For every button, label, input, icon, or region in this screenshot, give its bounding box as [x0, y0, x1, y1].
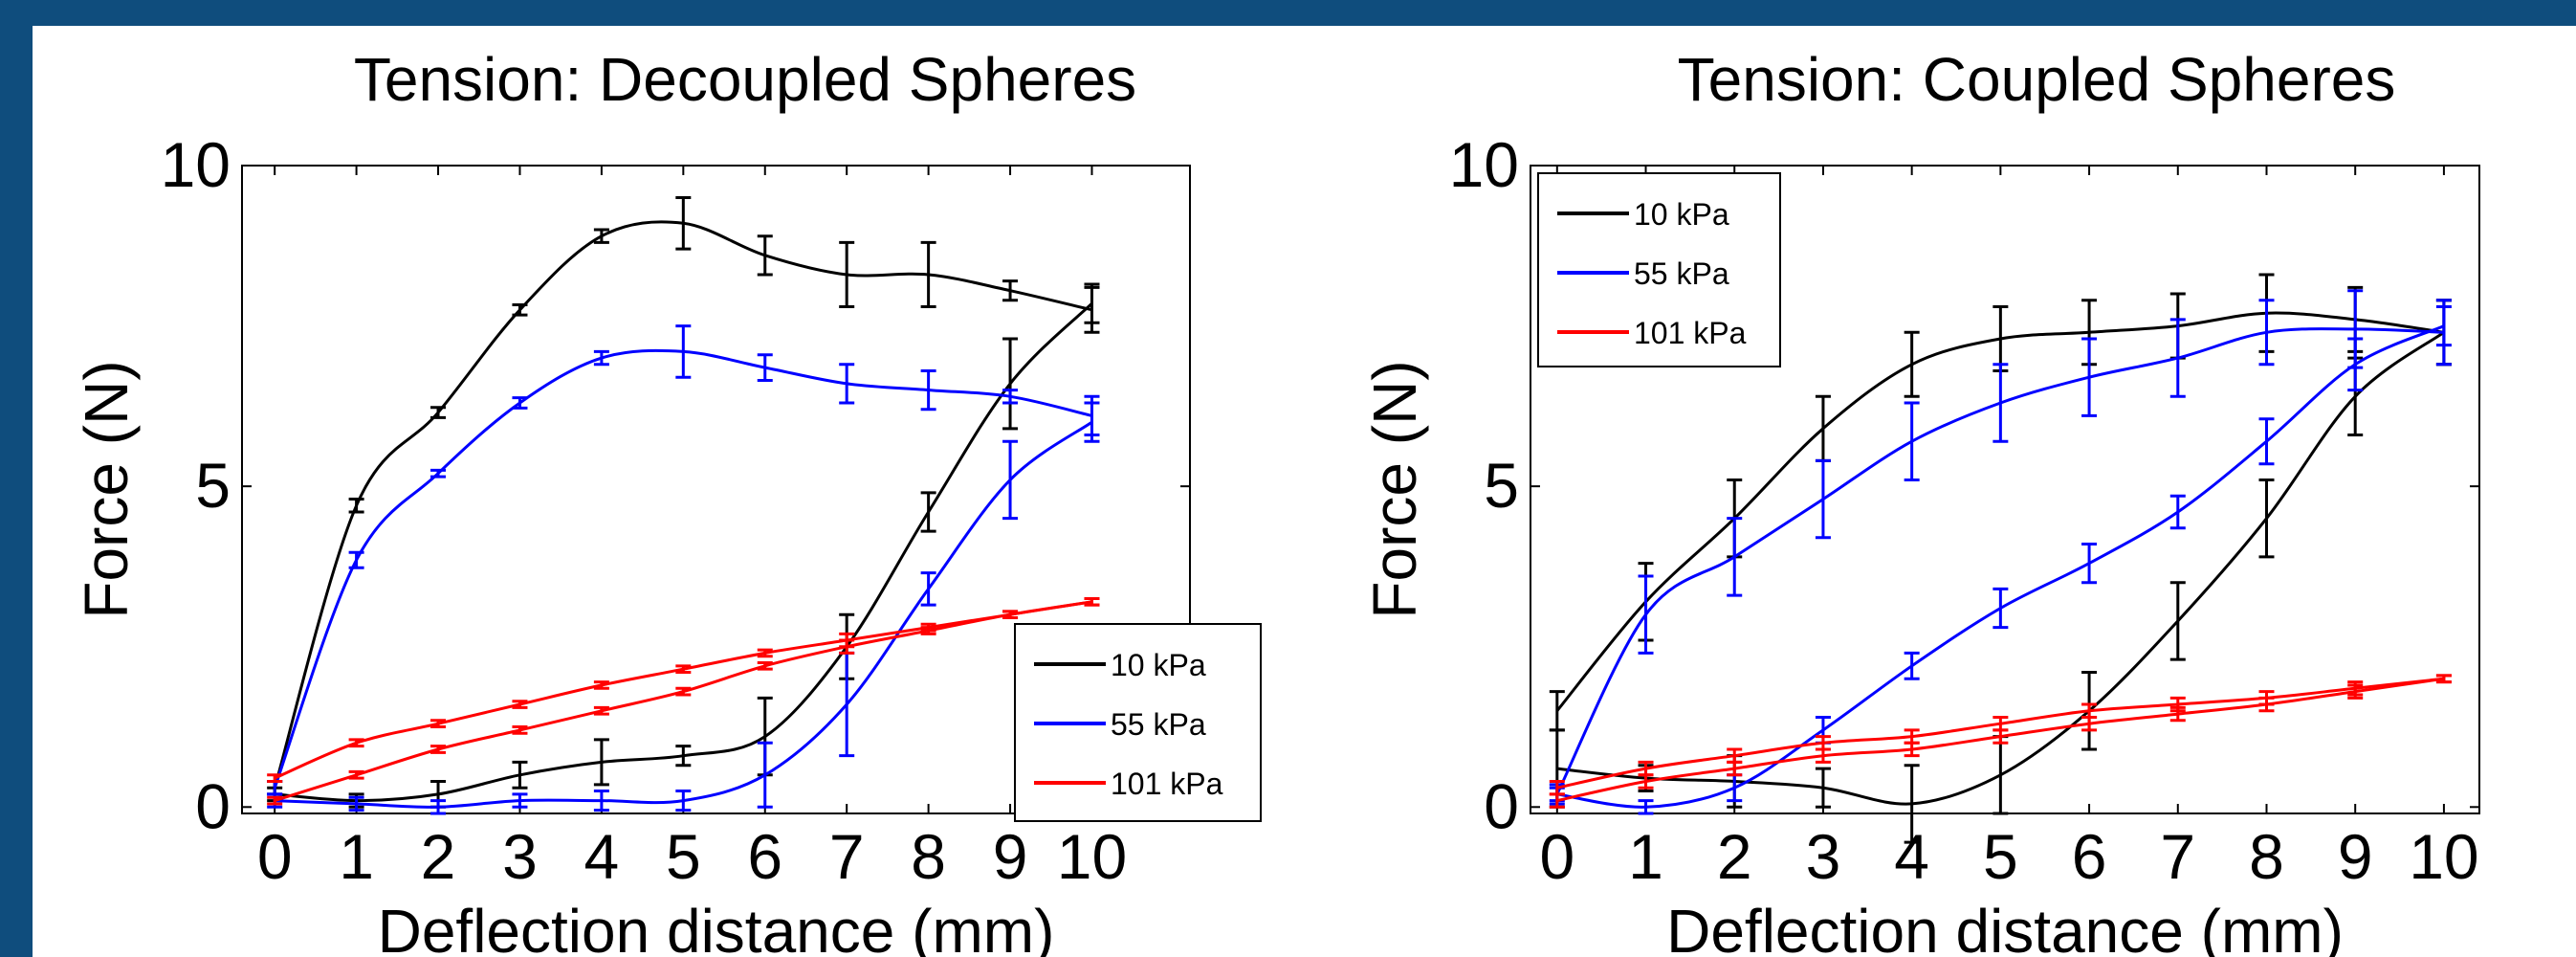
series-2 — [267, 596, 1100, 806]
x-tick-label: 5 — [666, 821, 701, 892]
legend: 10 kPa 55 kPa 101 kPa — [1014, 623, 1262, 822]
y-tick-label: 0 — [195, 770, 231, 841]
x-tick-label: 8 — [911, 821, 946, 892]
series-line-unloading — [1556, 324, 2445, 809]
x-tick-label: 5 — [1983, 821, 2018, 892]
x-axis-label: Deflection distance (mm) — [1666, 897, 2344, 957]
x-tick-label: 1 — [339, 821, 374, 892]
legend-label: 101 kPa — [1634, 316, 1747, 350]
legend-label: 10 kPa — [1111, 648, 1206, 682]
legend-label: 55 kPa — [1634, 256, 1729, 291]
x-tick-label: 10 — [1057, 821, 1127, 892]
series-line-loading — [1555, 311, 2445, 712]
x-tick-label: 7 — [2160, 821, 2195, 892]
series-line-unloading — [1556, 331, 2445, 806]
x-tick-label: 2 — [1717, 821, 1752, 892]
y-tick-label: 5 — [195, 450, 231, 521]
series-line-loading — [1555, 327, 2444, 795]
x-tick-label: 3 — [502, 821, 538, 892]
y-axis-label: Force (N) — [72, 360, 141, 618]
series-line-loading — [273, 348, 1092, 789]
series-line-loading — [273, 220, 1092, 789]
x-tick-label: 4 — [584, 821, 620, 892]
x-tick-label: 6 — [747, 821, 782, 892]
y-tick-label: 0 — [1484, 770, 1519, 841]
series-2 — [1549, 674, 2452, 809]
figure-canvas: Tension: Decoupled Spheres 0 1 2 3 4 5 6 7 8 9 10 0 5… — [33, 26, 2576, 957]
x-tick-label: 6 — [2072, 821, 2107, 892]
legend-label: 10 kPa — [1634, 197, 1729, 232]
x-tick-label: 10 — [2409, 821, 2478, 892]
series-1 — [267, 324, 1100, 815]
series-line-unloading — [275, 302, 1093, 803]
series-line-unloading — [275, 420, 1093, 809]
x-tick-label: 8 — [2249, 821, 2284, 892]
legend-box — [1537, 172, 1781, 367]
chart-title: Tension: Coupled Spheres — [1678, 45, 2396, 114]
x-tick-label: 9 — [2338, 821, 2373, 892]
y-axis-label: Force (N) — [1360, 360, 1429, 618]
x-tick-label: 1 — [1628, 821, 1663, 892]
x-tick-label: 0 — [257, 821, 293, 892]
legend-label: 55 kPa — [1111, 707, 1206, 742]
y-tick-label: 10 — [161, 129, 231, 200]
series-1 — [1549, 289, 2452, 815]
x-tick-label: 9 — [993, 821, 1028, 892]
y-tick-label: 10 — [1449, 129, 1519, 200]
legend: 10 kPa 55 kPa 101 kPa — [1537, 172, 1781, 367]
x-axis-label: Deflection distance (mm) — [378, 897, 1055, 957]
x-tick-label: 7 — [829, 821, 865, 892]
x-tick-label: 3 — [1806, 821, 1841, 892]
x-tick-label: 2 — [421, 821, 456, 892]
legend-label: 101 kPa — [1111, 767, 1223, 801]
y-tick-label: 5 — [1484, 450, 1519, 521]
x-tick-label: 0 — [1539, 821, 1574, 892]
chart-title: Tension: Decoupled Spheres — [354, 45, 1136, 114]
